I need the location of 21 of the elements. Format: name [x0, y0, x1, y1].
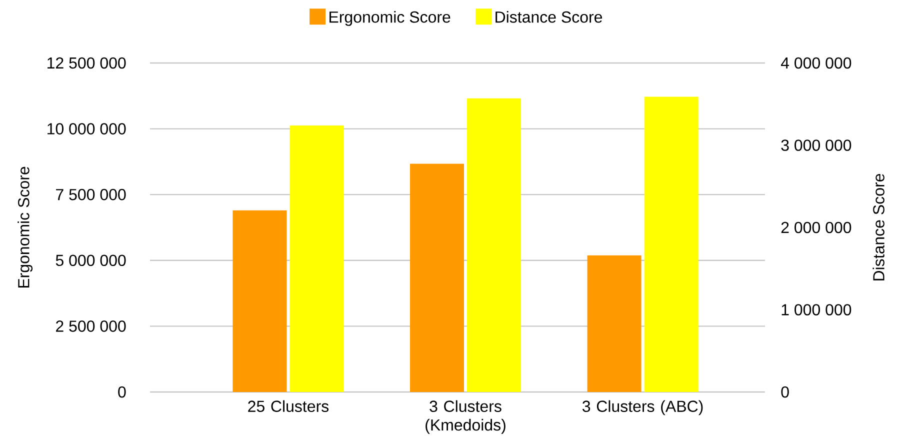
- y-tick-label: 2 500 000: [56, 320, 126, 332]
- y-tick-label: 12 500 000: [48, 57, 126, 69]
- y-tick-label: 5 000 000: [56, 254, 126, 266]
- bar: [587, 255, 642, 392]
- y-axis-title: Ergonomic Score: [18, 166, 33, 288]
- legend-label: Ergonomic Score: [330, 10, 450, 26]
- y2-tick-label: 3 000 000: [781, 140, 852, 151]
- legend-label: Distance Score: [496, 10, 602, 23]
- x-tick-label: 25 Clusters: [248, 400, 329, 412]
- bar: [410, 164, 464, 392]
- y-tick-label: 0: [118, 386, 126, 398]
- y2-tick-label: 0: [781, 386, 789, 398]
- y2-tick-label: 2 000 000: [781, 222, 852, 234]
- x-tick-label: 3 Clusters (Kmedoids): [426, 400, 506, 434]
- y-tick-label: 10 000 000: [48, 123, 126, 134]
- bar: [232, 210, 287, 392]
- y2-tick-label: 1 000 000: [782, 304, 852, 316]
- x-tick-label: 3 Clusters (ABC): [582, 400, 703, 416]
- y2-tick-label: 4 000 000: [780, 57, 852, 69]
- y-tick-label: 7 500 000: [56, 188, 126, 200]
- y2-axis-title: Distance Score: [872, 174, 884, 280]
